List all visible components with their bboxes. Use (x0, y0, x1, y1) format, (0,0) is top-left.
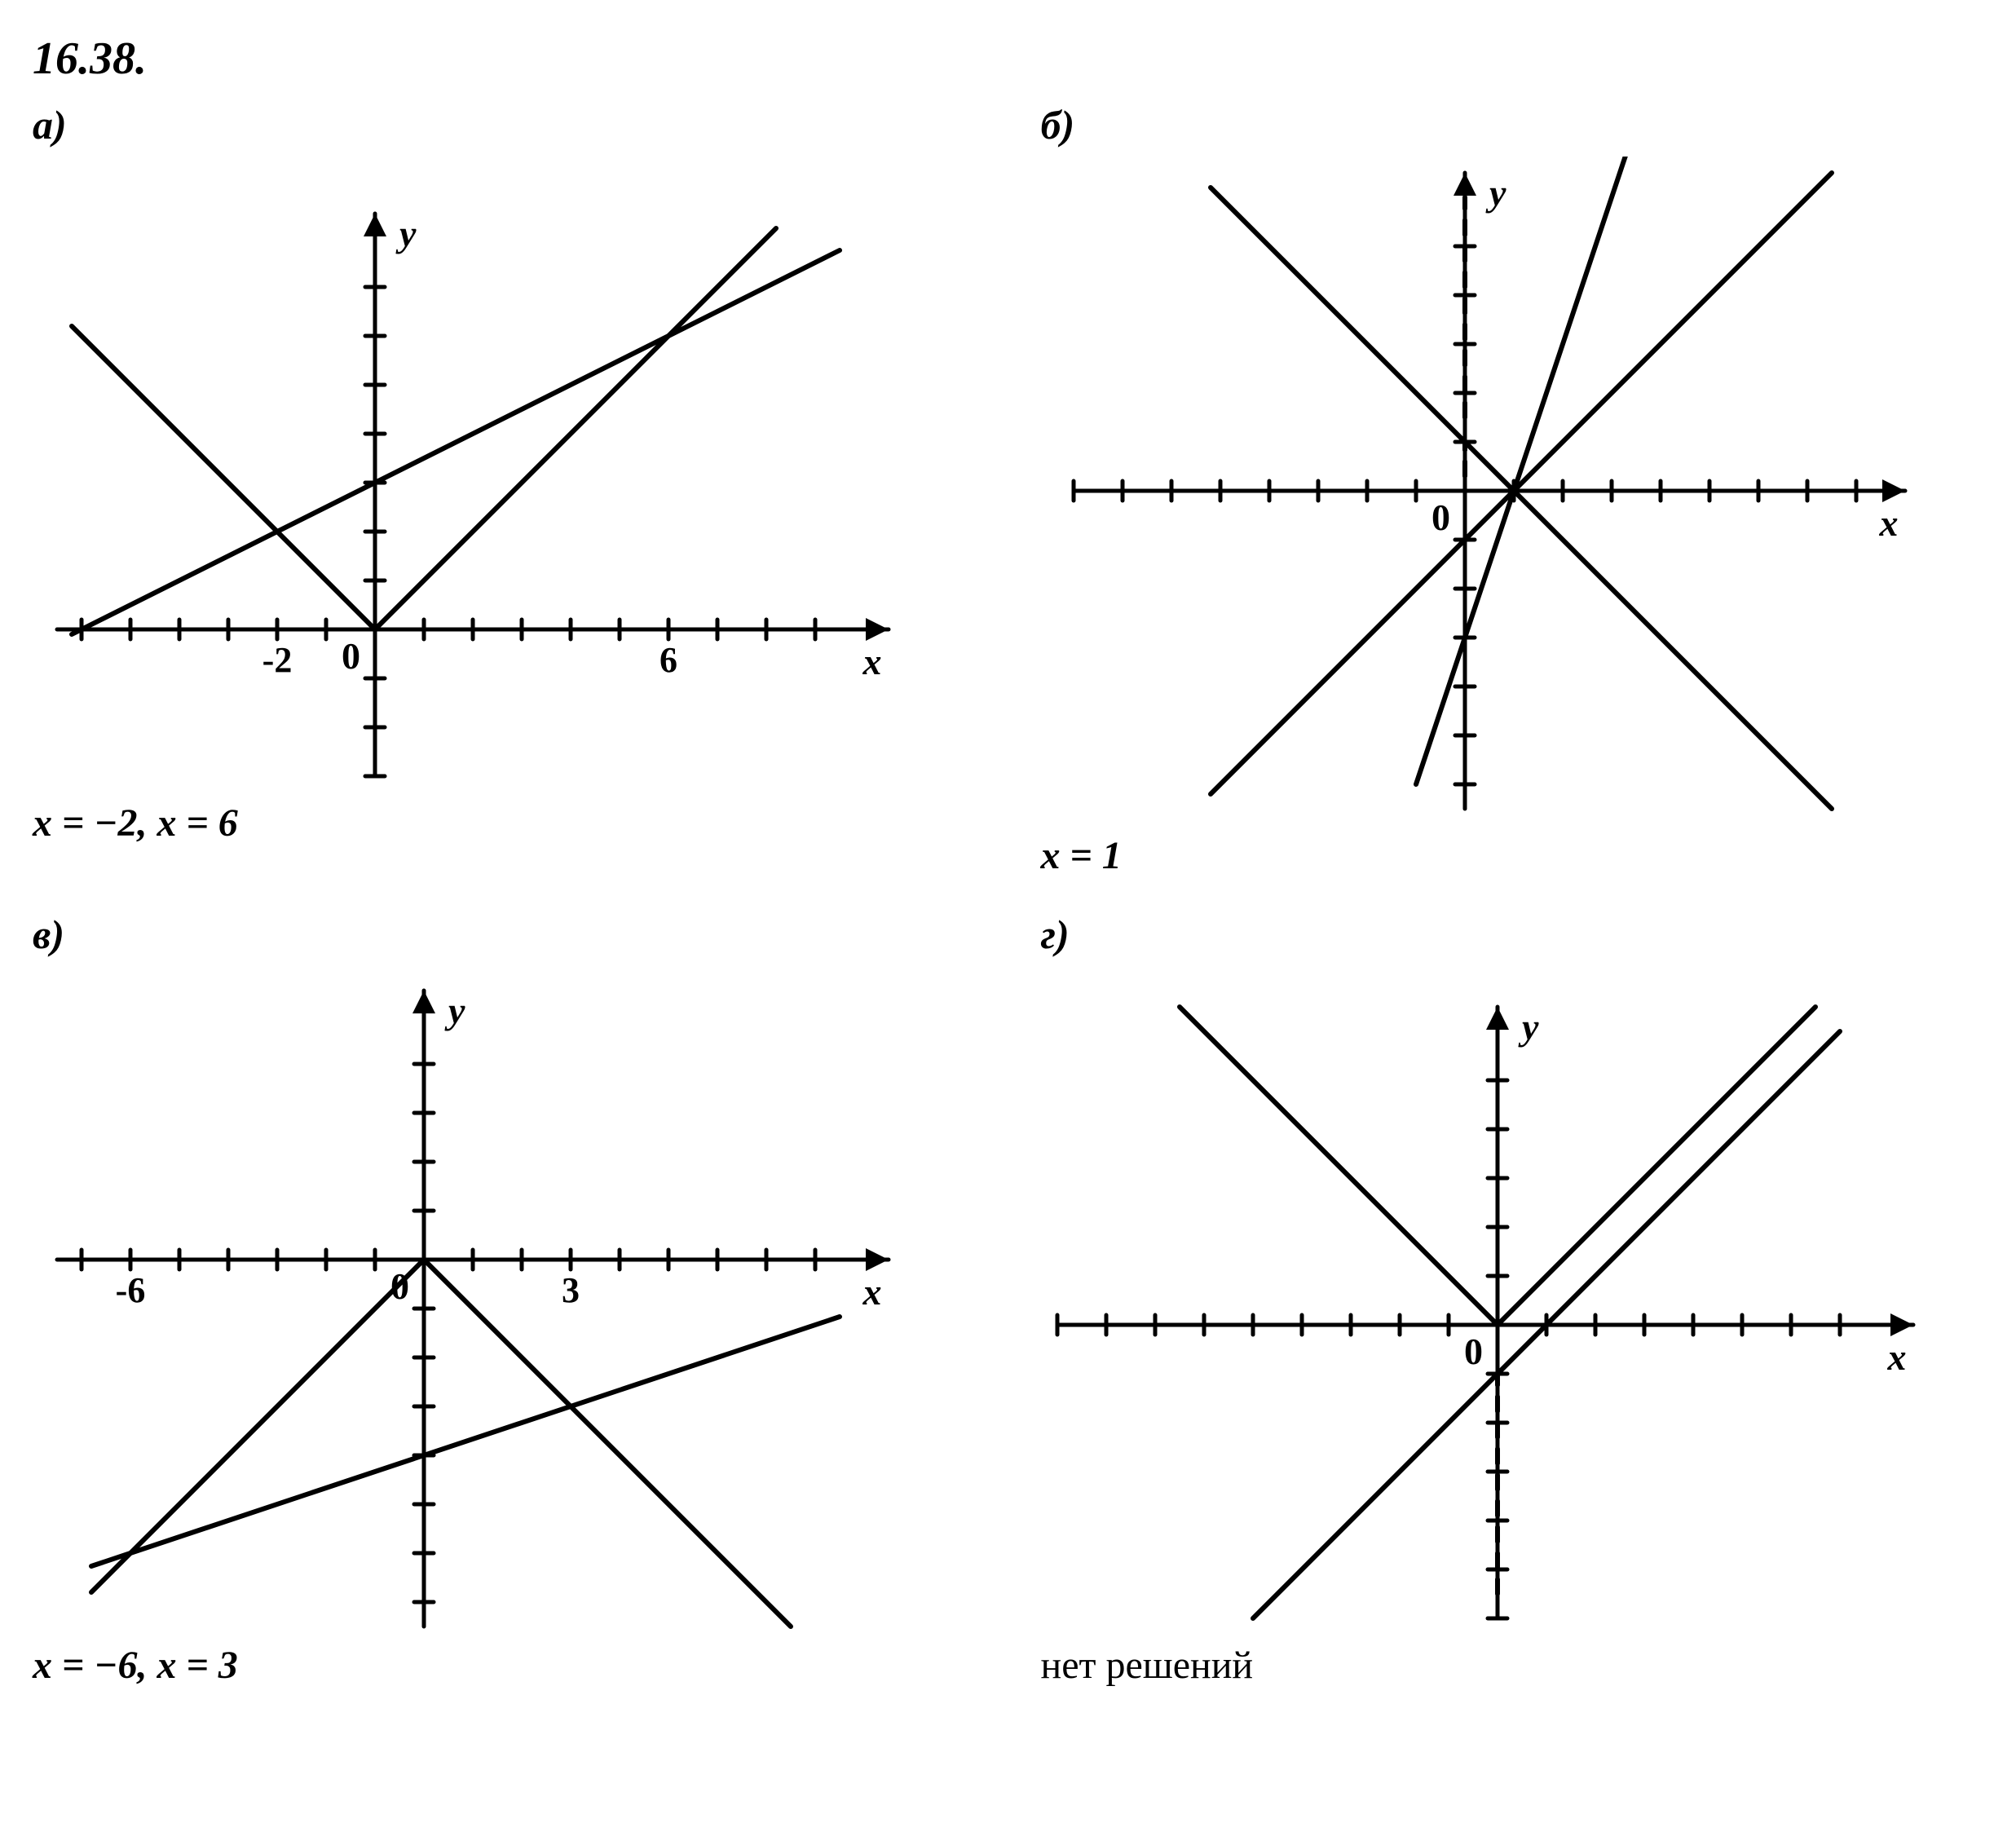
svg-text:x: x (862, 641, 882, 682)
svg-text:-2: -2 (262, 640, 293, 680)
panel-a-answer: x = −2, x = 6 (33, 801, 976, 845)
svg-text:x: x (1878, 502, 1898, 544)
chart-grid: а) 0xy-26 x = −2, x = 6 б) 0xy x = 1 в) … (33, 101, 1983, 1688)
svg-text:6: 6 (660, 640, 677, 680)
panel-d-label: г) (1041, 911, 1984, 958)
chart-d: 0 x y (1041, 966, 1984, 1635)
panel-a: а) 0 x y -2 6 x = −2, x = 6 (33, 101, 976, 878)
svg-text:3: 3 (562, 1270, 580, 1310)
panel-d: г) 0 x y нет решений (1041, 911, 1984, 1688)
svg-text:-6: -6 (116, 1270, 146, 1310)
svg-text:x: x (862, 1271, 882, 1313)
svg-text:y: y (1518, 1006, 1539, 1048)
chart-c: 0xy-63 (33, 966, 976, 1635)
svg-text:y: y (1485, 172, 1506, 214)
svg-text:0: 0 (342, 635, 360, 677)
panel-d-answer: нет решений (1041, 1643, 1984, 1688)
problem-number: 16.38. (33, 33, 1983, 85)
panel-c-label: в) (33, 911, 976, 958)
svg-text:x: x (1886, 1336, 1906, 1378)
panel-b: б) 0 x y x = 1 (1041, 101, 1984, 878)
panel-a-label: а) (33, 101, 976, 148)
panel-b-label: б) (1041, 101, 1984, 148)
panel-c: в) 0xy-63 x = −6, x = 3 (33, 911, 976, 1688)
svg-text:0: 0 (1431, 497, 1450, 538)
svg-text:y: y (395, 213, 417, 254)
svg-text:0: 0 (1464, 1331, 1483, 1372)
panel-b-answer: x = 1 (1041, 833, 1984, 878)
chart-b: 0 x y (1041, 157, 1984, 825)
panel-c-answer: x = −6, x = 3 (33, 1643, 976, 1688)
svg-text:y: y (444, 990, 465, 1031)
chart-a: 0 x y -2 6 (33, 157, 976, 792)
